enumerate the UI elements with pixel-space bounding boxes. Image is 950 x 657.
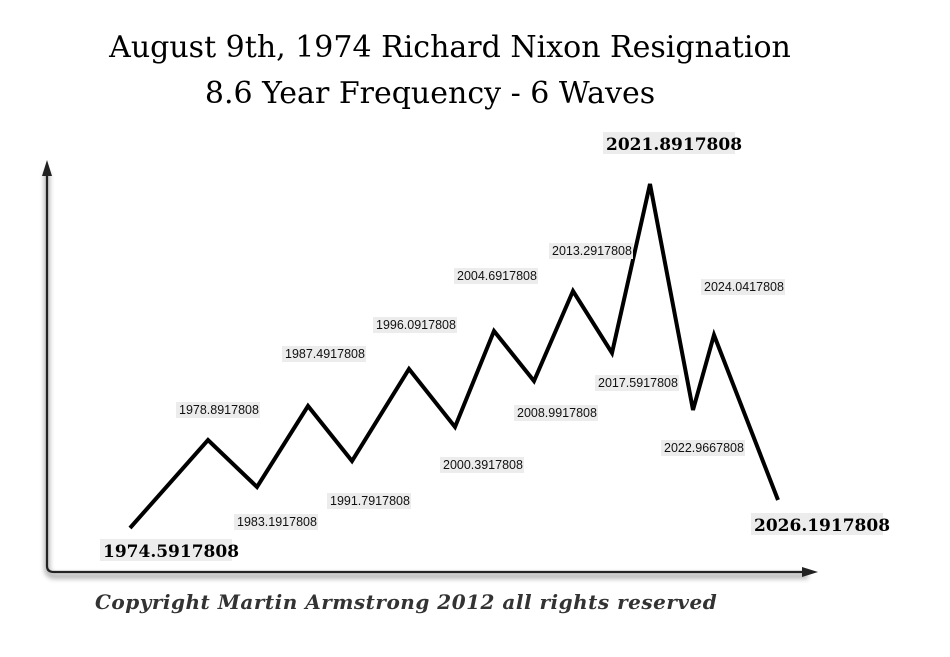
label-bg [440, 457, 524, 473]
point-label: 2000.3917808 [443, 458, 523, 472]
label-bg [373, 317, 457, 333]
point-label: 1991.7917808 [330, 494, 410, 508]
point-label: 2008.9917808 [517, 406, 597, 420]
label-bg [661, 440, 745, 456]
point-label: 2022.9667808 [664, 441, 744, 455]
label-bg [234, 514, 318, 530]
label-bg [595, 375, 679, 391]
label-bg [603, 132, 735, 154]
point-label: 2024.0417808 [704, 280, 784, 294]
label-bg [100, 539, 232, 561]
label-bg [549, 243, 633, 259]
chart-subtitle: 8.6 Year Frequency - 6 Waves [204, 76, 656, 111]
label-bg [327, 493, 411, 509]
point-label: 1987.4917808 [285, 347, 365, 361]
wave-line [128, 183, 780, 530]
point-label: 1996.0917808 [376, 318, 456, 332]
chart-title: August 9th, 1974 Richard Nixon Resignati… [109, 30, 791, 65]
point-label: 1978.8917808 [179, 403, 259, 417]
point-label: 2013.2917808 [552, 244, 632, 258]
label-bg [701, 279, 785, 295]
point-label: 2026.1917808 [754, 516, 890, 536]
point-label: 2004.6917808 [457, 269, 537, 283]
y-axis-arrow [42, 160, 52, 176]
x-axis-arrow [802, 567, 818, 577]
point-label: 1983.1917808 [237, 515, 317, 529]
label-bg [514, 405, 598, 421]
point-label: 1974.5917808 [103, 542, 239, 562]
copyright-notice: Copyright Martin Armstrong 2012 all righ… [95, 590, 718, 614]
label-bg [176, 402, 260, 418]
label-bg [454, 268, 538, 284]
point-labels: 1974.5917808 1978.8917808 1983.1917808 1987… [100, 132, 890, 562]
point-label: 2021.8917808 [606, 135, 742, 155]
axis-lines [45, 172, 805, 574]
axes [42, 160, 818, 579]
point-label: 2017.5917808 [598, 376, 678, 390]
label-bg [282, 346, 366, 362]
label-bg [751, 513, 883, 535]
